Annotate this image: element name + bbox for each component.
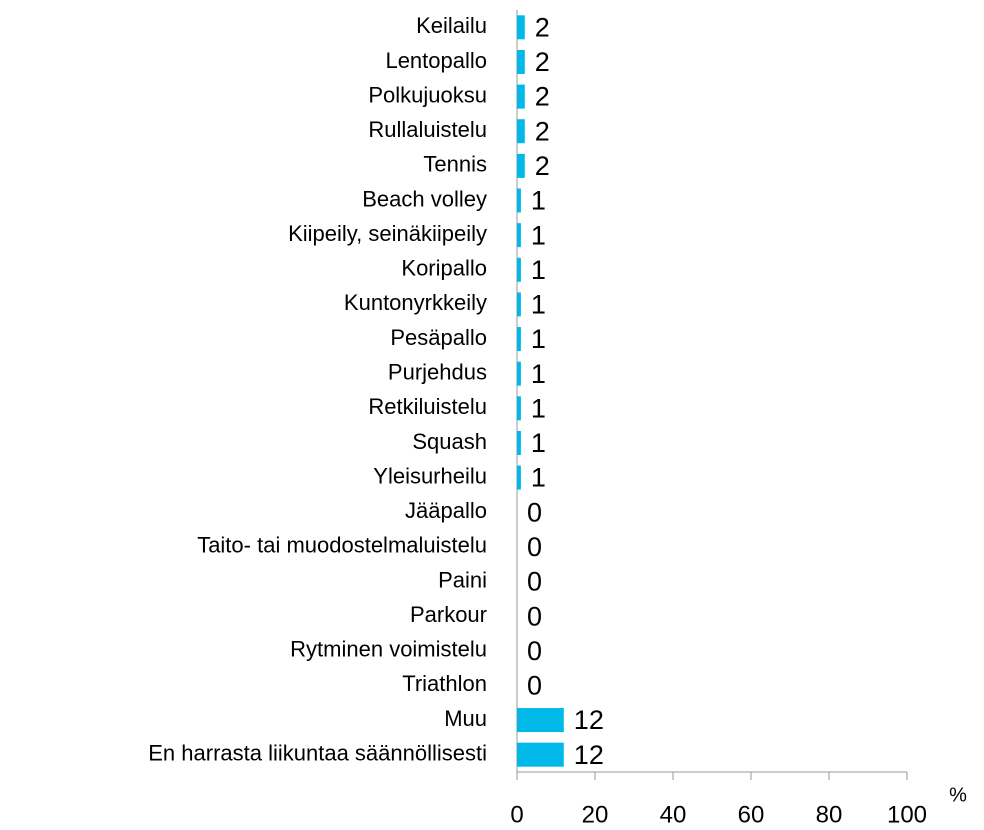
- value-label: 2: [535, 82, 550, 112]
- x-tick-label: 0: [510, 801, 523, 828]
- category-label: Taito- tai muodostelmaluistelu: [197, 533, 487, 558]
- category-label: Kiipeily, seinäkiipeily: [288, 221, 487, 246]
- bar: [517, 396, 521, 421]
- category-label: Polkujuoksu: [368, 82, 487, 107]
- value-label: 0: [527, 671, 542, 701]
- category-label: Koripallo: [401, 256, 487, 281]
- category-label: Yleisurheilu: [373, 463, 487, 488]
- value-label: 12: [574, 705, 604, 735]
- value-label: 2: [535, 116, 550, 146]
- category-label: Rytminen voimistelu: [290, 637, 487, 662]
- category-label: Parkour: [410, 602, 487, 627]
- category-label: Kuntonyrkkeily: [344, 290, 487, 315]
- bar: [517, 84, 525, 109]
- value-label: 2: [535, 151, 550, 181]
- value-label: 1: [531, 324, 546, 354]
- x-tick-label: 40: [660, 801, 687, 828]
- x-tick-label: 100: [887, 801, 927, 828]
- bar: [517, 223, 521, 248]
- value-label: 2: [535, 12, 550, 42]
- category-label: Beach volley: [362, 186, 487, 211]
- bar: [517, 292, 521, 317]
- bar: [517, 188, 521, 213]
- category-label: Retkiluistelu: [368, 394, 487, 419]
- bar: [517, 361, 521, 386]
- value-label: 0: [527, 567, 542, 597]
- category-label: Jääpallo: [405, 498, 487, 523]
- category-label: Rullaluistelu: [368, 117, 487, 142]
- x-axis-label: %: [949, 784, 967, 806]
- x-tick-label: 80: [816, 801, 843, 828]
- category-label: Keilailu: [416, 13, 487, 38]
- category-label: Pesäpallo: [390, 325, 487, 350]
- value-label: 1: [531, 463, 546, 493]
- bar: [517, 430, 521, 455]
- value-label: 1: [531, 290, 546, 320]
- category-label: Tennis: [423, 152, 487, 177]
- category-label: En harrasta liikuntaa säännöllisesti: [148, 740, 487, 765]
- value-label: 0: [527, 636, 542, 666]
- value-label: 12: [574, 740, 604, 770]
- value-label: 1: [531, 186, 546, 216]
- category-label: Paini: [438, 567, 487, 592]
- category-label: Squash: [412, 429, 487, 454]
- bar: [517, 742, 564, 767]
- value-label: 0: [527, 601, 542, 631]
- value-label: 1: [531, 220, 546, 250]
- bar: [517, 465, 521, 490]
- bar: [517, 327, 521, 352]
- value-label: 2: [535, 47, 550, 77]
- x-tick-label: 60: [738, 801, 765, 828]
- value-label: 1: [531, 255, 546, 285]
- category-label: Purjehdus: [388, 359, 487, 384]
- bar: [517, 257, 521, 282]
- bar: [517, 15, 525, 40]
- bar: [517, 708, 564, 733]
- category-label: Triathlon: [402, 671, 487, 696]
- value-label: 0: [527, 497, 542, 527]
- bar: [517, 153, 525, 178]
- category-label: Muu: [444, 706, 487, 731]
- value-label: 0: [527, 532, 542, 562]
- bar: [517, 119, 525, 144]
- bar: [517, 49, 525, 74]
- x-tick-label: 20: [582, 801, 609, 828]
- value-label: 1: [531, 359, 546, 389]
- value-label: 1: [531, 428, 546, 458]
- value-label: 1: [531, 393, 546, 423]
- category-label: Lentopallo: [385, 48, 487, 73]
